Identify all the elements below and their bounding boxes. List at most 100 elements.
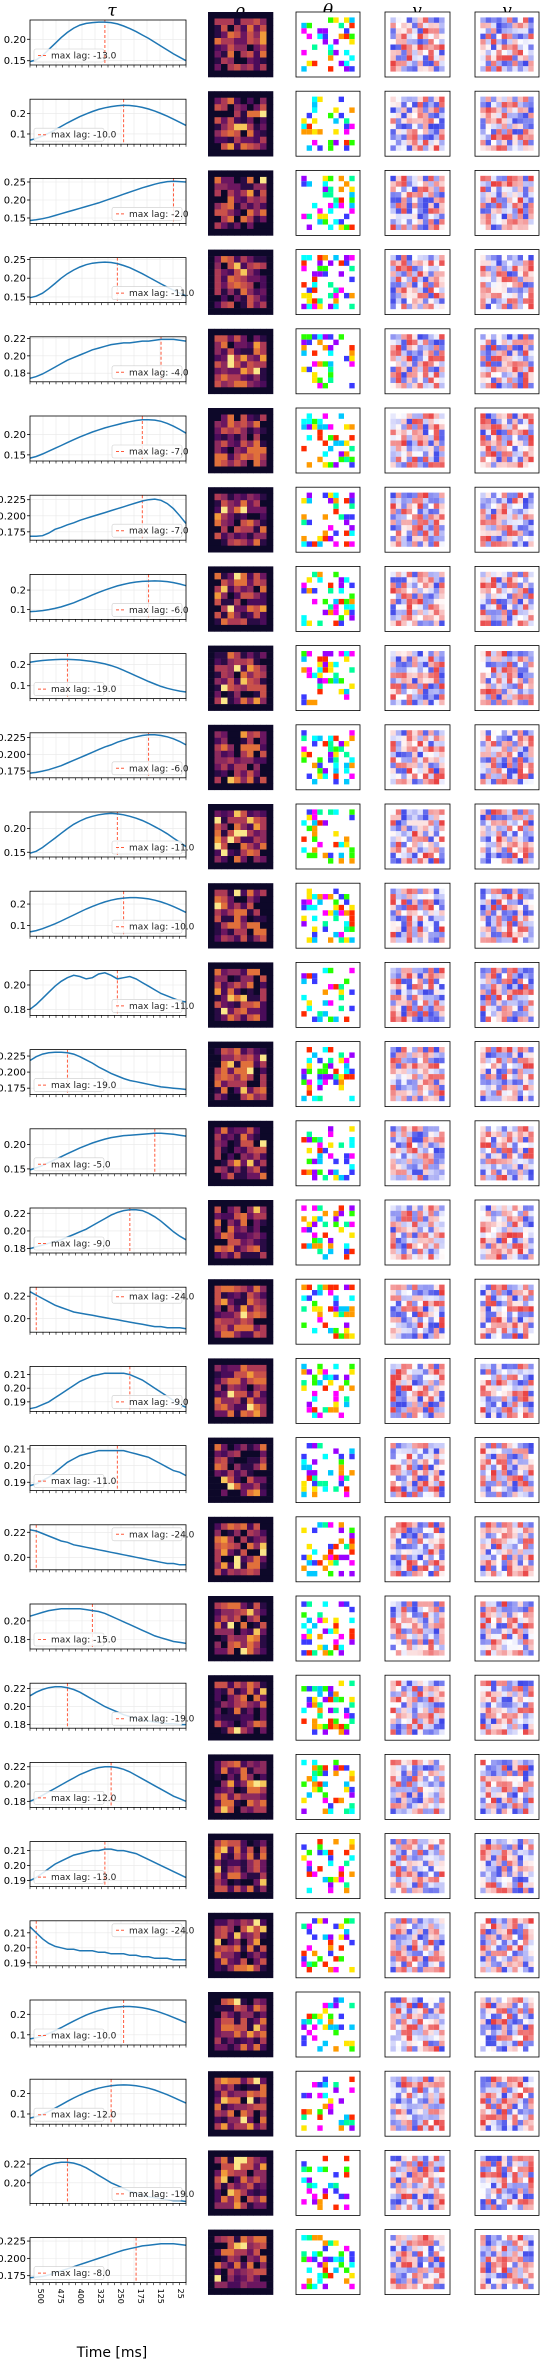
theta-cell <box>306 973 312 979</box>
heatmap-cell <box>221 374 228 382</box>
heatmap-cell <box>214 519 222 527</box>
vx-cell <box>395 377 402 383</box>
vy-cell <box>496 112 502 119</box>
vx-cell <box>412 858 418 864</box>
theta-cell <box>338 989 344 995</box>
vx-cell <box>428 192 434 198</box>
vy-cell <box>528 366 534 373</box>
heatmap-cell <box>247 493 254 501</box>
heatmap-cell <box>247 25 254 32</box>
vy-cell <box>512 746 518 752</box>
vx-cell <box>417 123 423 130</box>
heatmap-cell <box>266 301 274 309</box>
theta-cell <box>312 847 318 853</box>
theta-cell <box>312 937 318 943</box>
vy-cell <box>491 112 497 119</box>
vy-cell <box>512 508 518 515</box>
heatmap-cell <box>247 202 254 210</box>
vx-cell <box>390 582 396 589</box>
vy-cell <box>507 213 513 220</box>
heatmap-cell <box>221 1007 228 1015</box>
vx-cell <box>406 202 413 209</box>
vy-cell <box>512 492 518 499</box>
vy-cell <box>528 809 534 815</box>
heatmap-cell <box>253 189 261 197</box>
vy-cell <box>517 435 523 441</box>
vy-cell <box>496 102 502 108</box>
vx-cell <box>412 350 418 356</box>
vy-cell <box>491 224 497 230</box>
vy-cell <box>480 145 486 151</box>
vy-cell <box>528 462 533 467</box>
heatmap-cell <box>247 57 254 65</box>
theta-cell <box>317 96 323 103</box>
theta-cell <box>349 202 355 209</box>
vy-cell <box>512 112 518 119</box>
vx-cell <box>401 350 407 356</box>
heatmap-cell <box>240 572 248 580</box>
vy-cell <box>512 139 518 146</box>
vy-cell <box>528 28 534 34</box>
vy-cell <box>528 904 534 911</box>
heatmap-cell <box>227 215 235 223</box>
vy-cell <box>496 492 502 499</box>
vx-cell <box>428 773 434 779</box>
vy-cell <box>496 355 502 362</box>
heatmap-cell <box>214 704 222 711</box>
heatmap-cell <box>221 130 228 137</box>
vy-cell <box>512 904 518 911</box>
vx-cell <box>428 66 434 72</box>
theta-cell <box>312 107 318 113</box>
vy-cell <box>512 350 518 356</box>
heatmap-cell <box>234 308 241 315</box>
theta-cell <box>328 303 334 310</box>
vy-cell <box>507 282 512 287</box>
vx-cell <box>428 651 434 657</box>
vx-cell <box>422 858 429 864</box>
vy-cell <box>512 519 518 526</box>
vy-cell <box>480 33 486 40</box>
vx-cell <box>428 904 434 911</box>
vy-cell <box>512 49 518 56</box>
vx-cell <box>439 451 445 457</box>
vx-cell <box>439 456 445 463</box>
vx-cell <box>428 350 434 356</box>
heatmap-cell <box>266 836 274 844</box>
vy-cell <box>485 847 491 853</box>
vy-cell <box>528 757 534 763</box>
vy-cell <box>523 451 529 457</box>
heatmap-cell <box>208 856 215 863</box>
vx-cell <box>433 334 440 340</box>
heatmap-cell <box>208 110 215 118</box>
legend: max lag: -19.0 <box>33 682 117 696</box>
heatmap-cell <box>234 301 241 309</box>
vy-cell <box>496 255 502 261</box>
theta-cell <box>333 202 339 209</box>
theta-cell <box>306 492 312 499</box>
y-tick-label: 0.175 <box>0 767 26 778</box>
vy-cell <box>501 498 507 504</box>
theta-cell <box>328 609 334 616</box>
vx-cell <box>412 609 418 616</box>
vy-cell <box>512 334 518 340</box>
heatmap-cell <box>214 783 222 791</box>
vx-cell <box>395 418 402 425</box>
vy-cell <box>485 96 491 103</box>
vy-cell <box>485 60 491 67</box>
vy-cell <box>496 582 502 589</box>
vx-cell <box>406 60 413 67</box>
heatmap-cell <box>221 652 228 659</box>
heatmap-cell <box>214 750 222 758</box>
heatmap-cell <box>227 652 235 659</box>
theta-cell <box>344 213 350 220</box>
heatmap-cell <box>208 928 215 936</box>
vy-cell <box>507 831 513 837</box>
vy-cell <box>507 255 513 261</box>
vy-cell <box>528 768 534 774</box>
vx-cell <box>433 265 440 272</box>
vy-cell <box>491 304 496 309</box>
vx-cell <box>428 107 434 113</box>
vy-cell <box>528 213 534 220</box>
vy-cell <box>480 107 486 113</box>
vx-cell <box>433 276 440 283</box>
